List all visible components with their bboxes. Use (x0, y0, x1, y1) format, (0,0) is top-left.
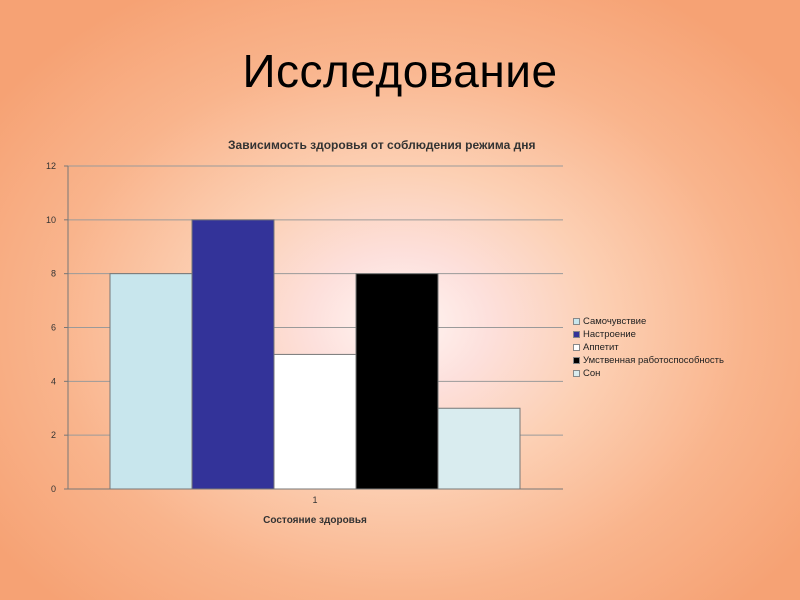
legend-swatch (573, 331, 580, 338)
legend-item: Настроение (573, 328, 724, 341)
legend-swatch (573, 318, 580, 325)
legend-item: Самочувствие (573, 315, 724, 328)
y-tick-label: 2 (51, 430, 56, 440)
y-tick-label: 12 (46, 161, 56, 171)
bar-1 (109, 273, 193, 490)
y-tick-label: 0 (51, 484, 56, 494)
y-tick-label: 8 (51, 269, 56, 279)
legend-swatch (573, 370, 580, 377)
y-tick-label: 4 (51, 376, 56, 386)
legend-item: Сон (573, 367, 724, 380)
legend-label: Сон (583, 368, 601, 379)
x-tick-label: 1 (312, 495, 317, 505)
bar-3 (273, 353, 357, 490)
y-tick-label: 10 (46, 215, 56, 225)
legend-item: Аппетит (573, 341, 724, 354)
legend-label: Самочувствие (583, 316, 647, 327)
x-axis-title: Состояние здоровья (263, 515, 367, 526)
slide-title: Исследование (242, 45, 558, 97)
legend-label: Умственная работоспособность (583, 355, 724, 366)
legend-swatch (573, 357, 580, 364)
legend-item: Умственная работоспособность (573, 354, 724, 367)
legend-swatch (573, 344, 580, 351)
bar-5 (437, 407, 521, 490)
chart-title: Зависимость здоровья от соблюдения режим… (228, 138, 536, 152)
chart-legend: Самочувствие Настроение Аппетит Умственная … (573, 315, 724, 380)
bar-4 (355, 273, 439, 490)
legend-label: Аппетит (583, 342, 619, 353)
bar-2 (191, 219, 275, 490)
legend-label: Настроение (583, 329, 636, 340)
y-tick-label: 6 (51, 323, 56, 333)
